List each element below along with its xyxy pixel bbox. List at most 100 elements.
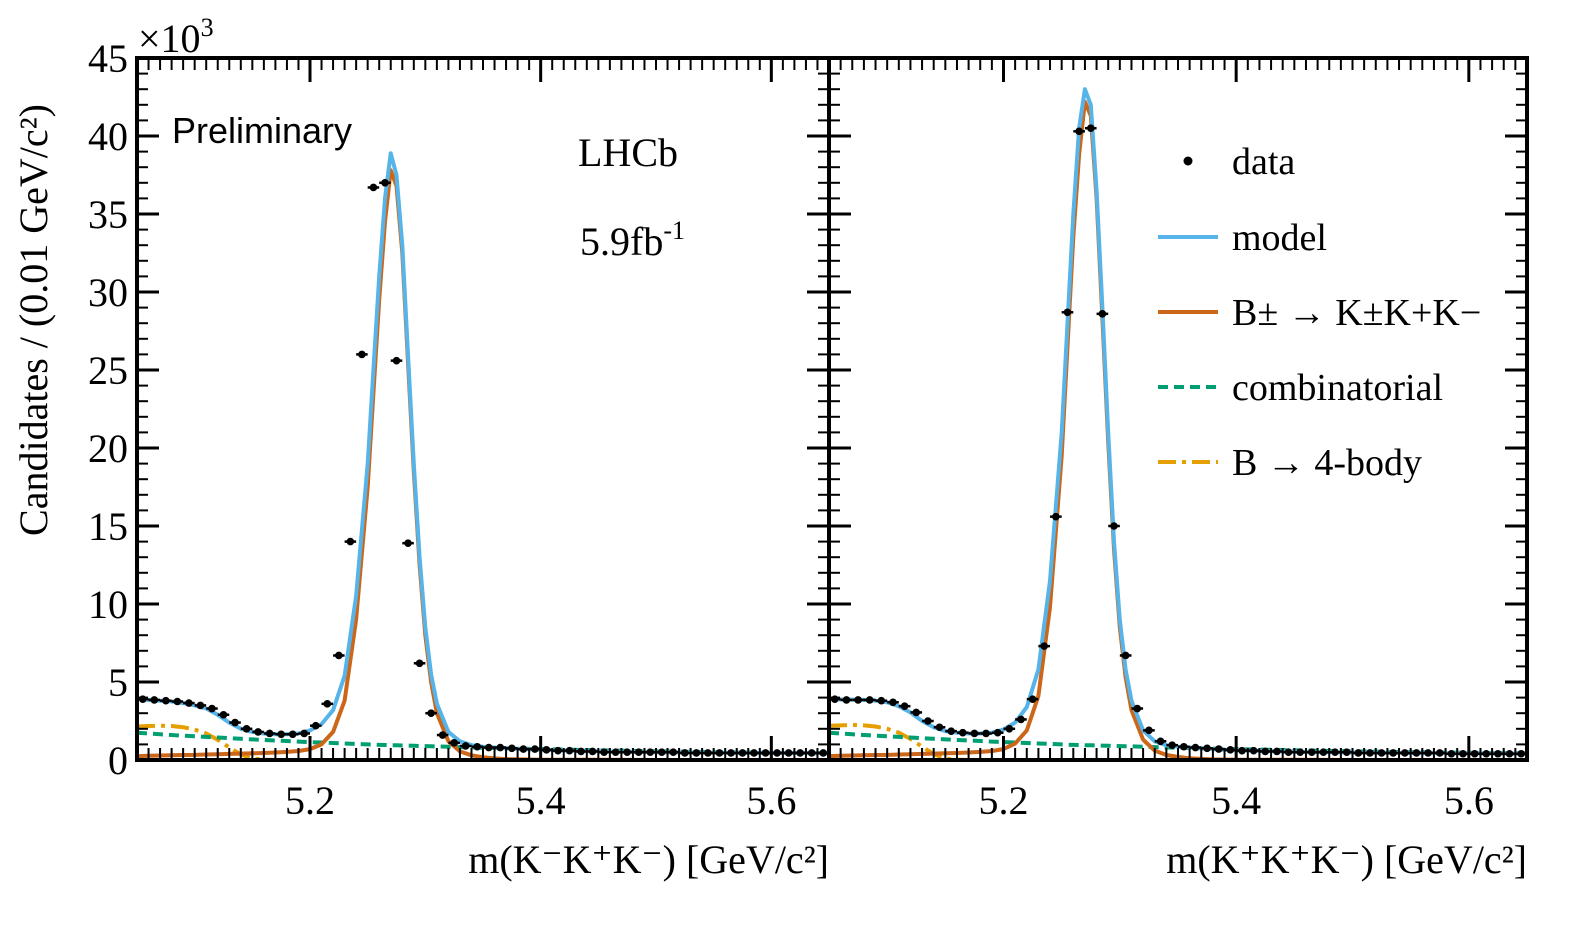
data-point [1273,747,1281,756]
combinatorial-curve [136,730,830,756]
experiment-label: LHCb [578,130,678,175]
data-point [1086,124,1095,132]
data-point [681,749,689,757]
preliminary-label: Preliminary [172,110,352,151]
combinatorial-curve [828,730,1528,756]
data-point [588,747,597,756]
data-point [738,749,747,757]
y-tick-label: 5 [108,660,128,705]
data-point [254,728,262,736]
data-point [1028,695,1037,703]
y-tick-label: 40 [88,114,128,159]
data-point [231,718,239,727]
data-point [935,723,944,732]
data-point [185,699,193,707]
data-point [623,748,631,756]
x-tick-label: 5.2 [979,778,1029,823]
data-point [1226,746,1235,754]
data-point [565,746,574,755]
data-point [1470,749,1479,758]
x-tick-labels: 5.2 5.4 5.6 5.2 5.4 5.6 [285,778,1494,823]
data-point [784,749,793,757]
y-axis-label: Candidates / (0.01 GeV/c²) [11,104,56,536]
y-tick-label: 10 [88,582,128,627]
data-point [208,704,216,713]
data-point [669,748,678,756]
legend-marker-data [1183,156,1193,166]
data-point [427,709,435,717]
x-tick-label: 5.6 [1444,778,1494,823]
data-point [1040,642,1049,650]
data-point [1133,704,1142,713]
data-point [877,696,886,705]
data-point [162,696,170,705]
x-tick-label: 5.6 [746,778,796,823]
data-point [150,696,159,704]
right-data-points [829,124,1527,758]
data-point [1191,743,1200,752]
legend-label: B → 4-body [1232,442,1422,484]
data-point [1214,745,1223,753]
data-point [1354,749,1363,757]
data-point [982,729,990,738]
data-point [1284,748,1293,756]
data-point [219,710,228,719]
data-point [496,743,505,752]
data-point [773,749,781,757]
data-point [335,651,343,660]
model-curve [828,87,1528,756]
data-point [646,748,655,756]
data-point [369,183,378,192]
left-panel [135,56,831,762]
data-point [692,749,701,757]
data-point [1366,749,1374,757]
data-point [1168,741,1176,749]
data-point [750,749,758,757]
data-point [657,748,666,756]
data-point [761,749,770,757]
data-point [842,696,851,704]
data-point [554,746,562,755]
y-tick-label: 30 [88,270,128,315]
data-point [288,730,297,739]
data-point [819,749,828,757]
data-point [1238,746,1246,755]
y-tick-labels: 0 5 10 15 20 25 30 35 40 45 [88,36,128,783]
data-point [924,717,932,725]
data-point [796,749,804,757]
x-tick-label: 5.4 [516,778,566,823]
y-tick-label: 15 [88,504,128,549]
legend-label: combinatorial [1232,367,1443,409]
data-point [1424,749,1432,757]
data-point [1180,742,1188,751]
data-point [196,701,205,710]
data-point [415,659,424,668]
signal-curve [828,99,1527,762]
data-point [473,742,482,751]
data-point [484,743,493,752]
luminosity-exp: -1 [663,216,685,245]
data-point [970,729,979,738]
data-point [1156,737,1165,746]
data-point [438,731,447,739]
data-point [577,747,585,756]
data-point [508,744,516,753]
data-point [311,721,320,730]
data-point [404,539,412,547]
data-point [1063,308,1072,317]
data-point [461,742,470,750]
data-point [900,702,909,710]
data-point [392,356,401,365]
data-point [1121,651,1130,660]
left-curves [136,151,830,762]
data-point [634,748,643,756]
data-point [1249,746,1258,755]
data-point [1482,749,1491,758]
data-point [854,696,862,704]
data-point [531,745,539,753]
data-point [242,725,251,733]
y-tick-label: 20 [88,426,128,471]
right-frame [827,56,1529,762]
legend-label: model [1232,217,1327,259]
